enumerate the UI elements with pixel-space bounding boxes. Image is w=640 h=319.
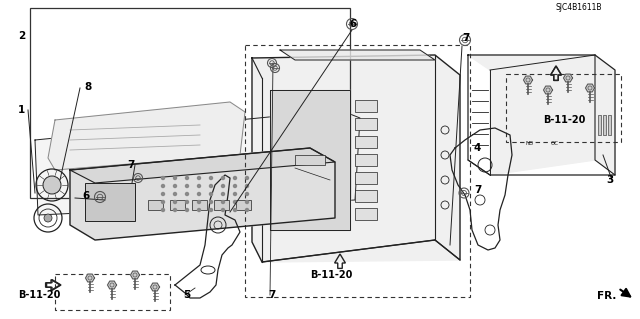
- Bar: [355, 190, 377, 202]
- Polygon shape: [86, 274, 95, 282]
- Polygon shape: [131, 271, 140, 279]
- Circle shape: [186, 192, 189, 196]
- Text: 3: 3: [606, 175, 613, 185]
- Text: B-11-20: B-11-20: [543, 115, 586, 125]
- Circle shape: [209, 184, 212, 188]
- Text: 1: 1: [18, 105, 25, 115]
- Polygon shape: [150, 283, 159, 291]
- Text: B-11-20: B-11-20: [18, 290, 60, 300]
- Bar: [55, 274, 170, 310]
- Circle shape: [234, 209, 237, 211]
- Circle shape: [161, 201, 164, 204]
- Circle shape: [234, 201, 237, 204]
- Polygon shape: [108, 281, 116, 289]
- Text: 7: 7: [127, 160, 134, 170]
- Text: NO: NO: [526, 141, 534, 146]
- Polygon shape: [35, 110, 360, 215]
- Circle shape: [246, 176, 248, 180]
- Polygon shape: [252, 55, 460, 262]
- Circle shape: [221, 184, 225, 188]
- Polygon shape: [48, 102, 245, 170]
- Circle shape: [173, 184, 177, 188]
- Circle shape: [173, 176, 177, 180]
- Bar: [236, 200, 251, 210]
- Text: OC: OC: [551, 141, 559, 146]
- Circle shape: [186, 176, 189, 180]
- Bar: [355, 118, 377, 130]
- Text: FR.: FR.: [597, 291, 616, 301]
- Bar: [214, 200, 229, 210]
- Circle shape: [234, 192, 237, 196]
- Circle shape: [209, 201, 212, 204]
- Bar: [245, 45, 470, 297]
- Circle shape: [198, 209, 200, 211]
- Circle shape: [209, 209, 212, 211]
- Bar: [295, 155, 325, 165]
- Circle shape: [198, 192, 200, 196]
- Text: SJC4B1611B: SJC4B1611B: [556, 4, 602, 12]
- Circle shape: [221, 192, 225, 196]
- Circle shape: [186, 184, 189, 188]
- Bar: [355, 136, 377, 148]
- Circle shape: [173, 209, 177, 211]
- Circle shape: [234, 176, 237, 180]
- Bar: [603, 115, 606, 135]
- Polygon shape: [524, 76, 532, 84]
- Bar: [148, 200, 163, 210]
- Circle shape: [221, 201, 225, 204]
- Text: 6: 6: [82, 191, 89, 201]
- Polygon shape: [280, 50, 435, 60]
- Polygon shape: [543, 86, 552, 94]
- Circle shape: [198, 201, 200, 204]
- Circle shape: [161, 184, 164, 188]
- Circle shape: [173, 201, 177, 204]
- Circle shape: [246, 192, 248, 196]
- Circle shape: [173, 192, 177, 196]
- Text: 7: 7: [474, 185, 481, 195]
- Circle shape: [246, 201, 248, 204]
- Text: 4: 4: [474, 143, 481, 153]
- Polygon shape: [70, 148, 335, 240]
- Circle shape: [198, 184, 200, 188]
- Circle shape: [186, 209, 189, 211]
- Bar: [192, 200, 207, 210]
- Circle shape: [161, 209, 164, 211]
- Bar: [355, 208, 377, 220]
- Circle shape: [161, 192, 164, 196]
- Bar: [506, 74, 621, 142]
- Bar: [355, 154, 377, 166]
- Circle shape: [221, 209, 225, 211]
- Circle shape: [246, 184, 248, 188]
- Text: 6: 6: [349, 19, 356, 29]
- Circle shape: [209, 192, 212, 196]
- Circle shape: [198, 176, 200, 180]
- Text: 7: 7: [462, 33, 469, 43]
- Circle shape: [186, 201, 189, 204]
- Circle shape: [221, 176, 225, 180]
- Bar: [30, 8, 350, 198]
- Polygon shape: [563, 74, 573, 82]
- Circle shape: [246, 209, 248, 211]
- Circle shape: [209, 176, 212, 180]
- Circle shape: [44, 214, 52, 222]
- Polygon shape: [586, 84, 595, 92]
- Bar: [355, 100, 377, 112]
- Bar: [355, 172, 377, 184]
- Bar: [598, 115, 601, 135]
- Circle shape: [43, 176, 61, 194]
- Bar: [170, 200, 185, 210]
- Text: 5: 5: [183, 290, 190, 300]
- Text: B-11-20: B-11-20: [310, 270, 353, 280]
- Circle shape: [234, 184, 237, 188]
- Text: 8: 8: [84, 82, 92, 92]
- Polygon shape: [270, 90, 350, 230]
- Circle shape: [161, 176, 164, 180]
- Bar: [85, 183, 135, 221]
- Polygon shape: [468, 55, 615, 175]
- Polygon shape: [70, 148, 335, 183]
- Bar: [608, 115, 611, 135]
- Text: 7: 7: [268, 290, 275, 300]
- Text: 2: 2: [18, 31, 25, 41]
